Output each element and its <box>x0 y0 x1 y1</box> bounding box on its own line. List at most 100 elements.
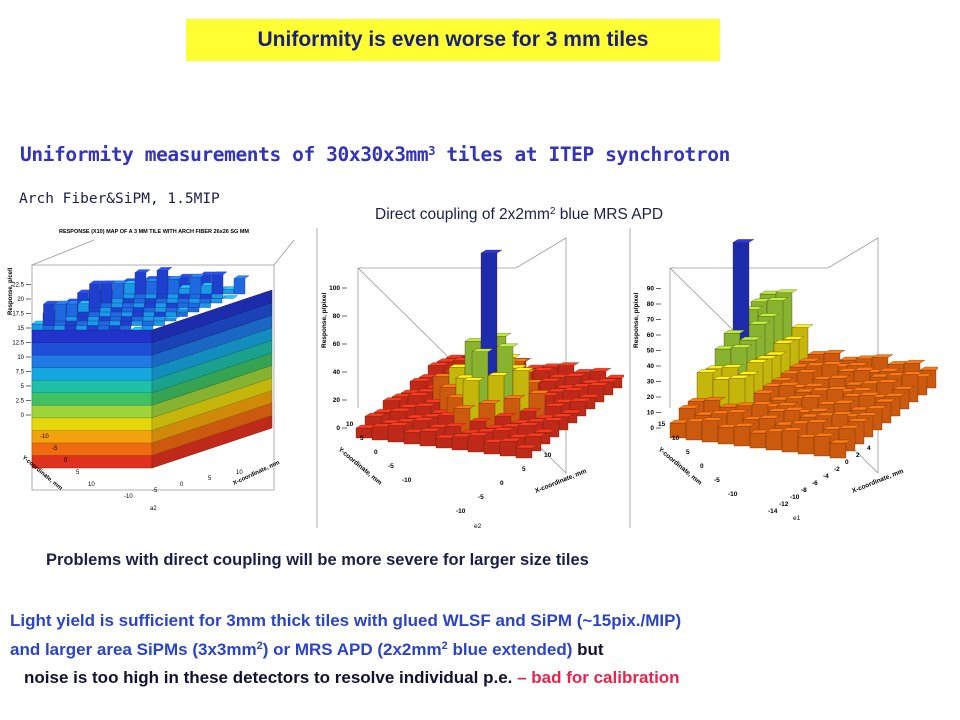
p3-bars-cap <box>771 377 794 381</box>
p3-zticks-xtick: 0 <box>845 459 849 466</box>
plot1-top-bar <box>54 303 67 322</box>
p2-zticks-ytick: 0 <box>374 449 378 456</box>
p3-bars-cap <box>796 369 819 373</box>
plot1-ytick-label: 5 <box>76 470 80 476</box>
plot1-top-cap <box>211 271 228 275</box>
plot1-top-bar <box>211 274 224 295</box>
plot1-top-cap <box>100 280 117 284</box>
p2-bars-cap <box>389 408 412 412</box>
p3-bars-cap <box>791 324 814 328</box>
plot1-band-left <box>31 417 153 431</box>
p3-bars-bar <box>829 442 847 459</box>
plot1-top-bar <box>66 303 78 317</box>
p2-bars-cap <box>453 405 476 409</box>
p2-bars-bar <box>435 437 453 449</box>
p3-bars-cap <box>823 350 846 354</box>
p3-bars-bar <box>749 432 767 449</box>
p2-bars-cap <box>471 348 494 352</box>
plot1-top-bar <box>164 318 177 322</box>
p2-bars-cap <box>480 249 503 254</box>
p2-bars-cap <box>564 373 587 377</box>
plot1-ytick-label: -10 <box>40 434 49 440</box>
p3-bars-cap <box>773 340 796 344</box>
p2-bars-cap <box>487 372 510 376</box>
p2-bars-cap <box>562 387 585 391</box>
p3-bars-cap <box>833 400 856 404</box>
p3-bars-cap <box>874 398 897 403</box>
plot1-xtick-label: -5 <box>152 488 158 494</box>
p3-zticks-xtick: 4 <box>867 445 871 452</box>
p3-zticks-xtick: 2 <box>856 452 860 459</box>
p2-bars-bar <box>467 435 485 453</box>
p3-bars-cap <box>766 297 789 301</box>
lego-plot-direct-coupling-e2: 0 20 40 60 80 100 -10 -5 0 5 10 10 5 0 -5 -10 Response,… <box>316 228 624 530</box>
conclusion-line3-a: noise is too high in these detectors to … <box>24 668 513 687</box>
p2-zticks-xtick: -10 <box>456 508 466 515</box>
p3-bars-cap <box>903 360 926 364</box>
plot1-band-left <box>31 430 153 444</box>
plot1-top-cap <box>89 280 105 285</box>
plot1-top-cap <box>222 295 238 299</box>
plot1-band-left <box>31 342 153 356</box>
p3-bars-cap <box>826 386 849 390</box>
plot1-xtick-label: 10 <box>236 470 243 476</box>
plot1-top-cap <box>233 275 250 279</box>
p3-bars-cap <box>813 433 836 437</box>
p3-bars-bar <box>781 430 799 453</box>
p2-bars-cap <box>467 432 490 436</box>
p3-bars-cap <box>831 411 854 415</box>
p3-zticks-ytick: 10 <box>672 435 680 442</box>
p3-bars-cap <box>821 361 844 365</box>
p3-bars-cap <box>737 371 760 375</box>
p3-bars-cap <box>919 366 938 371</box>
p2-bars-cap <box>412 417 435 421</box>
conclusion-line-3: noise is too high in these detectors to … <box>24 668 680 688</box>
p2-zticks-label: 60 <box>333 341 341 348</box>
p3-bars-cap <box>883 393 906 397</box>
p2-bars-cap <box>512 367 535 371</box>
conclusion-line-1: Light yield is sufficient for 3mm thick … <box>10 611 682 630</box>
conclusion-line2-d: but <box>572 640 604 659</box>
p3-bars-cap <box>783 407 806 411</box>
p2-bars-cap <box>578 394 601 398</box>
plot1-id-label: a2 <box>150 506 157 512</box>
plot1-top-bar <box>134 272 147 295</box>
p2-bars-cap <box>414 403 437 407</box>
p3-bars-cap <box>701 417 724 421</box>
p2-bars-cap <box>409 378 432 382</box>
p2-bars-cap <box>444 423 467 427</box>
right-label-post: blue MRS APD <box>555 206 664 223</box>
p3-bars-cap <box>723 330 746 334</box>
plot1-top-cap <box>167 276 184 280</box>
plot1-top-bar <box>200 285 213 295</box>
p3-bars-cap <box>801 394 824 398</box>
p3-zticks-ytick: -5 <box>714 477 720 484</box>
p3-zticks-label: 70 <box>647 317 655 324</box>
plot1-ztick-label: 5 <box>21 384 25 390</box>
lego-plot-direct-coupling-e1: 0102030405060708090-14-12-10-8-6-4-20241… <box>629 228 938 528</box>
plot1-ztick-label: 0 <box>21 413 25 419</box>
p2-bars-cap <box>496 343 519 347</box>
p3-zticks-label: 60 <box>647 332 655 339</box>
plot1-ztick-label: 15 <box>17 326 24 332</box>
right-label-pre: Direct coupling of 2x2mm <box>375 206 550 223</box>
p3-bars-cap <box>846 362 869 366</box>
p3-bars-cap <box>892 386 915 390</box>
p3-bars-cap <box>778 382 801 386</box>
plot1-band-left <box>31 442 153 456</box>
p2-bars-bar <box>451 436 469 451</box>
p2-zticks-ytick: -5 <box>388 463 394 470</box>
right-plots-label: Direct coupling of 2x2mm2 blue MRS APD <box>375 206 663 224</box>
plot1-top-cap <box>189 273 206 278</box>
p2-bars-bar <box>499 441 517 457</box>
plot1-ztick-label: 22.5 <box>12 283 24 289</box>
p3-zticks-ytick: 5 <box>686 449 690 456</box>
p2-zticks-label: 100 <box>329 285 340 292</box>
p3-bars-cap <box>781 427 804 431</box>
plot2-zlabel: Response, p/pixel <box>321 293 328 348</box>
lego-plot-arch-fiber: RESPONSE (X10) MAP OF A 3 MM TILE WITH A… <box>8 229 294 512</box>
plot1-band-left <box>31 329 153 343</box>
p3-bars-bar <box>701 420 719 443</box>
plot1-title: RESPONSE (X10) MAP OF A 3 MM TILE WITH A… <box>59 229 249 235</box>
p3-bars-cap <box>746 359 769 363</box>
